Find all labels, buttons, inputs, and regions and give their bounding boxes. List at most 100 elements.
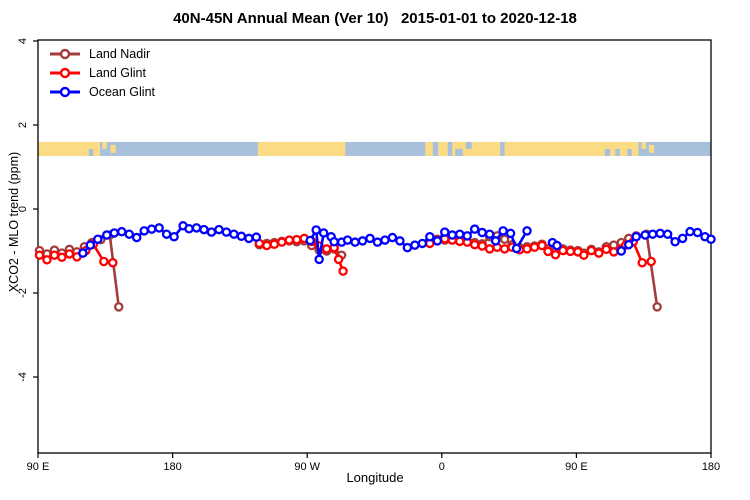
data-point-marker — [169, 231, 179, 242]
data-point-marker — [432, 236, 443, 246]
island-patch — [110, 144, 116, 153]
land-segment — [257, 141, 346, 156]
world-map-strip — [38, 141, 711, 156]
data-point-marker — [342, 235, 353, 245]
data-point-marker — [284, 235, 295, 245]
sea-patch — [500, 141, 505, 156]
y-tick-label: -2 — [17, 288, 29, 298]
data-point-marker — [277, 237, 287, 247]
data-point-marker — [623, 239, 634, 250]
data-point-marker — [490, 236, 501, 246]
x-tick-label: 90 E — [565, 461, 588, 473]
data-point-marker — [34, 250, 45, 260]
data-point-marker — [499, 244, 510, 254]
data-point-marker — [655, 228, 665, 239]
y-tick-label: 4 — [17, 38, 29, 44]
data-point-marker — [262, 240, 272, 251]
data-point-marker — [124, 229, 134, 239]
data-point-marker — [402, 242, 413, 253]
data-point-marker — [108, 258, 118, 268]
x-tick-label: 90 W — [294, 461, 320, 473]
legend-item-label: Land Glint — [89, 66, 147, 80]
data-point-marker — [229, 229, 239, 239]
data-point-marker — [469, 239, 480, 250]
data-point-marker — [511, 243, 522, 254]
data-point-marker — [311, 225, 321, 235]
data-point-marker — [537, 240, 547, 251]
data-point-marker — [640, 230, 650, 240]
data-point-marker — [206, 227, 217, 237]
y-tick-label: 2 — [17, 122, 29, 128]
data-point-marker — [662, 229, 673, 239]
data-point-marker — [529, 242, 540, 252]
data-point-marker — [477, 227, 487, 238]
data-point-marker — [484, 229, 495, 239]
data-point-marker — [462, 231, 472, 241]
data-point-marker — [64, 249, 75, 259]
data-point-marker — [146, 224, 157, 234]
data-point-marker — [338, 266, 348, 276]
data-point-marker — [321, 244, 332, 254]
data-point-marker — [543, 246, 553, 257]
data-point-marker — [685, 226, 695, 237]
data-point-marker — [652, 302, 662, 312]
data-point-marker — [102, 230, 112, 240]
data-point-marker — [395, 236, 405, 246]
sea-patch — [447, 141, 453, 156]
island-patch — [102, 141, 107, 149]
data-point-marker — [550, 250, 561, 260]
data-point-marker — [244, 233, 254, 244]
data-point-marker — [114, 302, 124, 312]
data-point-marker — [484, 244, 495, 254]
data-point-marker — [692, 227, 703, 238]
data-point-marker — [440, 227, 450, 237]
data-point-marker — [372, 237, 383, 247]
data-point-marker — [199, 224, 209, 235]
data-point-marker — [109, 228, 120, 238]
data-point-marker — [161, 229, 172, 239]
data-point-marker — [333, 254, 344, 265]
data-point-marker — [93, 234, 103, 244]
data-point-marker — [410, 240, 420, 250]
x-tick-label: 90 E — [27, 461, 50, 473]
data-point-marker — [522, 244, 532, 254]
data-point-marker — [522, 226, 532, 236]
data-point-marker — [365, 233, 375, 244]
data-point-marker — [154, 223, 164, 233]
land-segment — [38, 141, 101, 156]
data-point-marker — [42, 255, 52, 265]
data-point-marker — [469, 224, 480, 234]
data-point-marker — [498, 226, 508, 236]
sea-patch — [604, 148, 611, 156]
series-ocean-glint — [78, 221, 716, 265]
legend-item-label: Ocean Glint — [89, 85, 156, 99]
data-point-marker — [425, 231, 435, 242]
data-point-marker — [417, 238, 428, 249]
data-point-marker — [505, 228, 516, 239]
data-point-marker — [616, 246, 627, 256]
island-patch — [648, 144, 655, 153]
data-point-marker — [499, 234, 510, 244]
data-point-marker — [236, 231, 247, 242]
data-point-marker — [214, 224, 224, 235]
legend-swatch-marker — [59, 67, 71, 79]
data-point-marker — [184, 223, 194, 234]
data-point-marker — [477, 241, 487, 251]
data-point-marker — [221, 227, 232, 237]
data-point-marker — [251, 232, 262, 242]
data-point-marker — [78, 248, 88, 258]
data-point-marker — [318, 228, 329, 238]
x-tick-label: 180 — [702, 461, 720, 473]
data-point-marker — [380, 235, 390, 245]
legend-item-label: Land Nadir — [89, 47, 150, 61]
data-point-marker — [579, 250, 589, 260]
sea-patch — [627, 148, 632, 156]
data-point-marker — [357, 236, 368, 246]
data-point-marker — [57, 252, 67, 263]
data-point-marker — [85, 240, 96, 250]
legend-swatch-marker — [59, 86, 71, 98]
data-point-marker — [191, 223, 202, 233]
data-point-marker — [586, 245, 597, 256]
